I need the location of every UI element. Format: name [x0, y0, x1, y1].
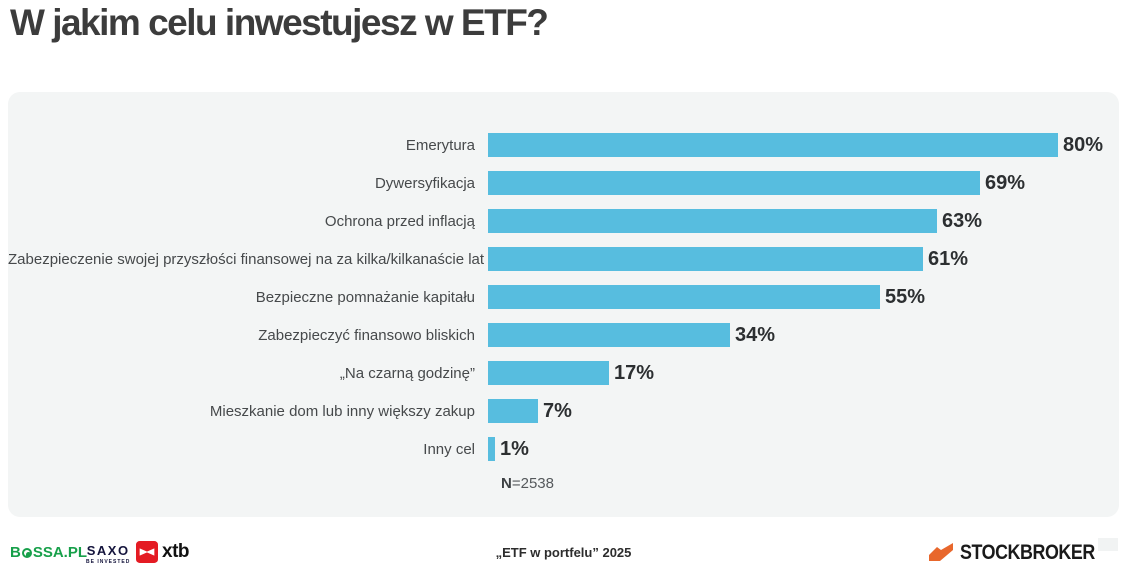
bar-track: 1%: [488, 437, 1119, 461]
saxo-logo-text: SAXO: [86, 543, 130, 558]
bar-value: 80%: [1063, 133, 1104, 156]
bar: [488, 437, 495, 461]
bar-row: Ochrona przed inflacją 63%: [8, 202, 1119, 240]
gray-chip: [1098, 538, 1118, 551]
bar-track: 80%: [488, 133, 1119, 157]
bar-label: Emerytura: [405, 136, 475, 154]
bossa-logo-text-right: SSA.PL: [32, 544, 88, 561]
bar-label: Bezpieczne pomnażanie kapitału: [255, 288, 475, 306]
bar-label: Zabezpieczyć finansowo bliskich: [258, 326, 475, 344]
bar-row: Dywersyfikacja 69%: [8, 164, 1119, 202]
stockbroker-logo: STOCKBROKER: [928, 541, 1119, 565]
bar-value: 34%: [735, 323, 776, 346]
saxo-tagline: BE INVESTED: [86, 559, 131, 565]
bar-track: 7%: [488, 399, 1119, 423]
bar: [488, 399, 538, 423]
bar-track: 17%: [488, 361, 1119, 385]
bar: [488, 133, 1058, 157]
bar-label: Ochrona przed inflacją: [324, 212, 475, 230]
bar-row: Emerytura 80%: [8, 126, 1119, 164]
bar-label: Zabezpieczenie swojej przyszłości finans…: [8, 250, 485, 268]
sample-size: N=2538: [501, 475, 1119, 492]
bar: [488, 323, 730, 347]
bar-value: 55%: [885, 285, 926, 308]
bar-value: 7%: [543, 399, 572, 422]
page-title: W jakim celu inwestujesz w ETF?: [10, 2, 549, 43]
bossa-bull-icon: [21, 547, 32, 558]
bar-value: 17%: [614, 361, 655, 384]
bar-label: Dywersyfikacja: [374, 174, 475, 192]
bar: [488, 361, 609, 385]
bar-track: 34%: [488, 323, 1119, 347]
stockbroker-logo-text: STOCKBROKER: [960, 541, 1095, 564]
bar: [488, 209, 937, 233]
xtb-icon: [136, 541, 158, 563]
bar-row: Bezpieczne pomnażanie kapitału 55%: [8, 278, 1119, 316]
bar-value: 69%: [985, 171, 1026, 194]
source-caption: „ETF w portfelu” 2025: [495, 545, 632, 560]
bossa-logo-text-left: B: [10, 544, 21, 561]
bar-track: 61%: [488, 247, 1119, 271]
bar-label: Inny cel: [423, 440, 475, 458]
bar-row: Inny cel 1%: [8, 430, 1119, 468]
bar-value: 63%: [942, 209, 983, 232]
bossa-logo: B SSA.PL: [10, 544, 87, 561]
bar-label: Mieszkanie dom lub inny większy zakup: [209, 402, 475, 420]
bar-rows: Emerytura 80% Dywersyfikacja 69% Ochrona prz…: [8, 92, 1119, 468]
sample-size-label: N: [501, 475, 512, 492]
xtb-logo: xtb: [136, 541, 190, 563]
bar-track: 55%: [488, 285, 1119, 309]
bar-row: „Na czarną godzinę” 17%: [8, 354, 1119, 392]
saxo-logo: SAXO BE INVESTED: [86, 544, 130, 565]
bar-value: 1%: [500, 437, 529, 460]
sample-size-value: =2538: [511, 475, 554, 492]
bar-track: 63%: [488, 209, 1119, 233]
chart-panel: Emerytura 80% Dywersyfikacja 69% Ochrona prz…: [8, 92, 1119, 517]
bar-row: Zabezpieczyć finansowo bliskich 34%: [8, 316, 1119, 354]
xtb-logo-text: xtb: [162, 541, 190, 562]
bar-row: Mieszkanie dom lub inny większy zakup 7%: [8, 392, 1119, 430]
bar-track: 69%: [488, 171, 1119, 195]
bar: [488, 171, 980, 195]
bar-label: „Na czarną godzinę”: [339, 364, 475, 382]
bar: [488, 247, 923, 271]
bar: [488, 285, 880, 309]
bar-value: 61%: [928, 247, 969, 270]
bar-row: Zabezpieczenie swojej przyszłości finans…: [8, 240, 1119, 278]
stockbroker-arrow-icon: [929, 543, 953, 561]
